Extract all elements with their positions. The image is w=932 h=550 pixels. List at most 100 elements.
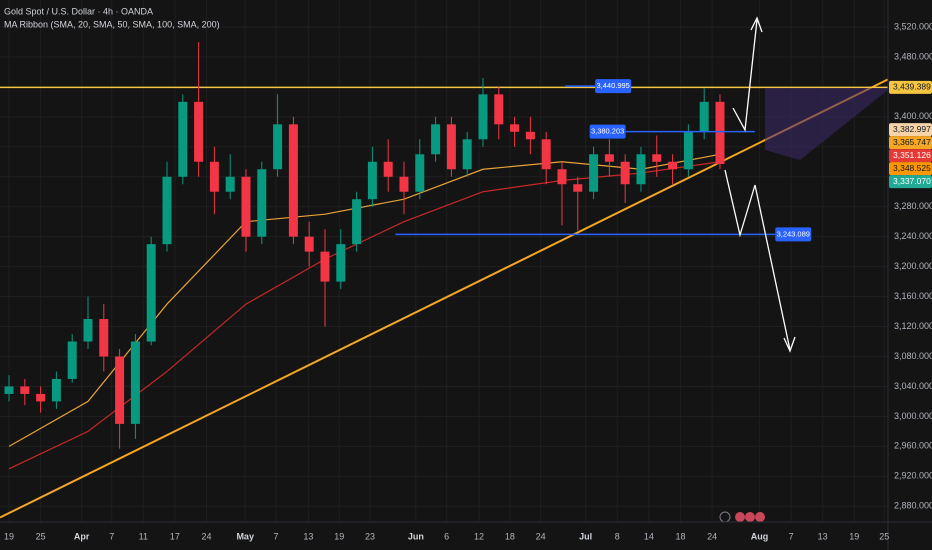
indicator-name: MA Ribbon (SMA, 20, SMA, 50, SMA, 100, S… xyxy=(4,19,220,29)
level-label-box xyxy=(595,79,632,94)
x-tick-label: Aug xyxy=(751,531,769,541)
candle-body xyxy=(383,161,393,177)
x-tick-label: 24 xyxy=(707,531,717,541)
price-label-box xyxy=(889,149,932,163)
x-tick-label: 14 xyxy=(644,531,654,541)
candle-body xyxy=(336,244,346,282)
y-tick-label: 3,040.000 xyxy=(894,381,932,391)
candle-body xyxy=(541,139,551,170)
x-tick-label: 8 xyxy=(615,531,620,541)
candle-body xyxy=(446,124,456,170)
candle-body xyxy=(494,94,504,125)
y-tick-label: 3,080.000 xyxy=(894,351,932,361)
candle-body xyxy=(462,139,472,170)
candle-body xyxy=(83,319,93,342)
price-label-box xyxy=(889,175,932,189)
candle-body xyxy=(589,154,599,192)
candle-body xyxy=(273,124,283,170)
level-label: 3,440.995 xyxy=(596,81,629,90)
x-tick-label: 19 xyxy=(4,531,14,541)
candle-body xyxy=(510,124,520,132)
candle-body xyxy=(257,169,267,237)
candle-body xyxy=(367,161,377,200)
x-tick-label: 19 xyxy=(849,531,859,541)
x-tick-label: 18 xyxy=(675,531,685,541)
y-tick-label: 2,960.000 xyxy=(894,441,932,451)
y-tick-label: 3,120.000 xyxy=(894,321,932,331)
candle-body xyxy=(115,356,125,424)
candle-body xyxy=(573,184,583,192)
y-tick-label: 2,920.000 xyxy=(894,471,932,481)
x-tick-label: 7 xyxy=(274,531,279,541)
y-tick-label: 3,280.000 xyxy=(894,201,932,211)
price-label: 3,351.126 xyxy=(893,150,931,160)
x-tick-label: 13 xyxy=(303,531,313,541)
candle-body xyxy=(36,393,46,402)
x-tick-label: 19 xyxy=(334,531,344,541)
chart-title: Gold Spot / U.S. Dollar · 4h · OANDA xyxy=(4,6,153,16)
icon xyxy=(755,512,765,522)
candle-body xyxy=(225,176,235,192)
price-label: 3,348.525 xyxy=(893,163,931,173)
candle-body xyxy=(20,386,30,394)
price-label: 3,439.389 xyxy=(893,82,931,92)
event-icons xyxy=(719,511,765,523)
projection-down xyxy=(724,169,791,351)
candle-body xyxy=(604,154,614,162)
x-tick-label: 23 xyxy=(365,531,375,541)
price-label: 3,382.997 xyxy=(893,124,931,134)
x-tick-label: 17 xyxy=(170,531,180,541)
x-tick-label: 12 xyxy=(474,531,484,541)
candle-body xyxy=(146,244,156,342)
grid xyxy=(0,0,888,522)
x-tick-label: Jun xyxy=(408,531,424,541)
candle-body xyxy=(557,169,567,185)
y-tick-label: 3,520.000 xyxy=(894,21,932,31)
moving-average xyxy=(8,161,721,470)
x-tick-label: 7 xyxy=(789,531,794,541)
x-tick-label: Apr xyxy=(74,531,90,541)
candle-body xyxy=(130,341,140,424)
y-tick-label: 3,200.000 xyxy=(894,261,932,271)
candle-body xyxy=(620,161,630,185)
y-tick-label: 3,000.000 xyxy=(894,411,932,421)
price-label-box xyxy=(889,162,932,176)
y-tick-label: 3,400.000 xyxy=(894,111,932,121)
arrow-head xyxy=(783,336,796,353)
candle-body xyxy=(683,131,693,170)
candle-body xyxy=(178,101,188,177)
candle-body xyxy=(699,101,709,132)
x-tick-label: 11 xyxy=(139,531,148,541)
y-tick-label: 2,880.000 xyxy=(894,501,932,511)
level-label: 3,380.203 xyxy=(591,127,624,136)
x-tick-label: 25 xyxy=(879,531,889,541)
y-tick-label: 3,480.000 xyxy=(894,51,932,61)
x-tick-label: 25 xyxy=(36,531,46,541)
trendline xyxy=(0,78,889,519)
level-label: 3,243.089 xyxy=(777,229,810,238)
candle-body xyxy=(320,251,330,282)
candle-body xyxy=(51,378,61,402)
y-tick-label: 3,160.000 xyxy=(894,291,932,301)
x-tick-label: May xyxy=(236,531,254,541)
icon xyxy=(745,512,755,522)
price-label: 3,337.070 xyxy=(893,176,931,186)
candle-body xyxy=(209,161,219,192)
projection-up xyxy=(732,19,758,133)
x-tick-label: Jul xyxy=(579,531,592,541)
candle-body xyxy=(415,154,425,192)
candle-body xyxy=(399,176,409,192)
candle-body xyxy=(478,94,488,140)
candle-body xyxy=(4,386,14,394)
candle-body xyxy=(67,341,77,379)
price-label-box xyxy=(889,80,932,94)
candle-body xyxy=(288,124,298,237)
candle-body xyxy=(715,101,725,165)
price-label-box xyxy=(889,123,932,137)
plot-area: 3,440.995 3,380.203 3,243.089 xyxy=(0,41,889,519)
price-label: 3,365.747 xyxy=(893,137,931,147)
icon xyxy=(735,512,745,522)
